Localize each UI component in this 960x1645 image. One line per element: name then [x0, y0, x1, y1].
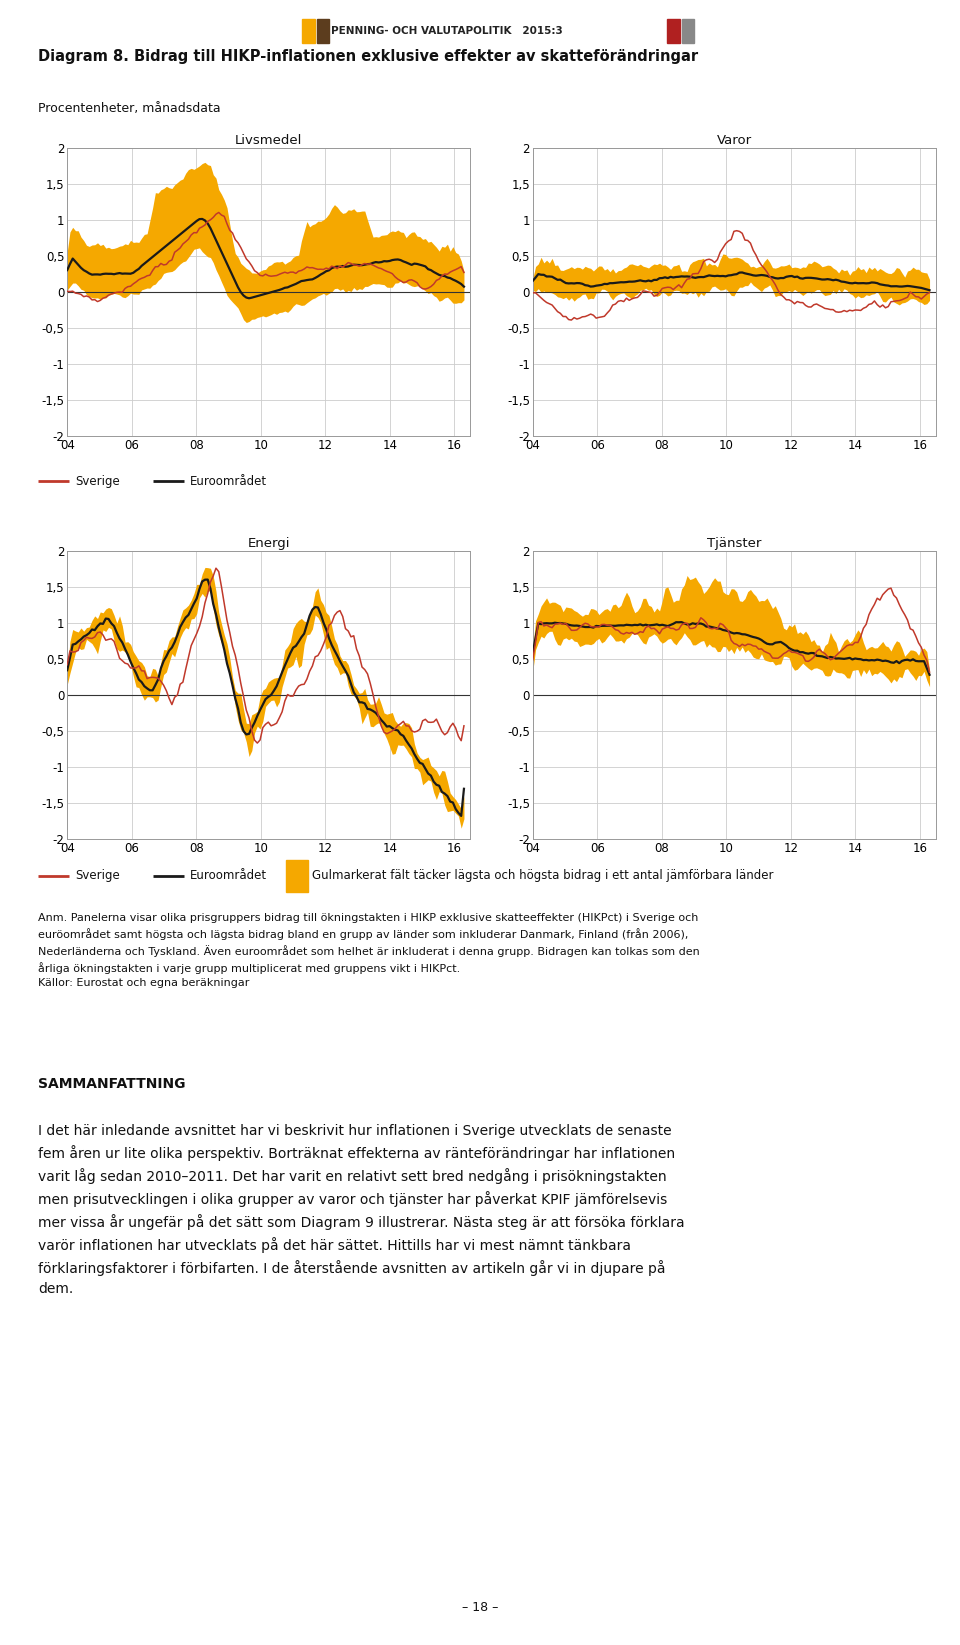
Text: Procentenheter, månadsdata: Procentenheter, månadsdata	[38, 102, 221, 115]
Bar	[682, 20, 694, 43]
Text: SAMMANFATTNING: SAMMANFATTNING	[38, 1077, 186, 1092]
Bar	[302, 20, 315, 43]
Text: Euroområdet: Euroområdet	[190, 870, 268, 882]
Text: Anm. Panelerna visar olika prisgruppers bidrag till ökningstakten i HIKP exklusi: Anm. Panelerna visar olika prisgruppers …	[38, 913, 700, 987]
Text: PENNING- OCH VALUTAPOLITIK   2015:3: PENNING- OCH VALUTAPOLITIK 2015:3	[331, 26, 563, 36]
Bar	[286, 859, 308, 892]
Title: Energi: Energi	[248, 536, 290, 549]
Title: Livsmedel: Livsmedel	[235, 133, 302, 146]
Text: Gulmarkerat fält täcker lägsta och högsta bidrag i ett antal jämförbara länder: Gulmarkerat fält täcker lägsta och högst…	[312, 870, 774, 882]
Text: – 18 –: – 18 –	[462, 1601, 498, 1614]
Text: Sverige: Sverige	[76, 475, 120, 487]
Text: Sverige: Sverige	[76, 870, 120, 882]
Text: Euroområdet: Euroområdet	[190, 475, 268, 487]
Bar	[667, 20, 680, 43]
Title: Tjänster: Tjänster	[708, 536, 761, 549]
Text: Diagram 8. Bidrag till HIKP-inflationen exklusive effekter av skatteförändringar: Diagram 8. Bidrag till HIKP-inflationen …	[38, 49, 699, 64]
Bar	[317, 20, 329, 43]
Text: I det här inledande avsnittet har vi beskrivit hur inflationen i Sverige utveckl: I det här inledande avsnittet har vi bes…	[38, 1124, 685, 1296]
Title: Varor: Varor	[717, 133, 752, 146]
